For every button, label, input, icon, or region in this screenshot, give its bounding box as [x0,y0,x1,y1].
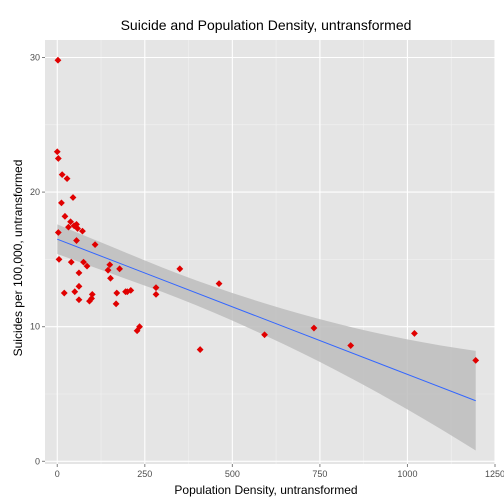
data-point [55,256,63,263]
data-point [79,227,86,235]
x-axis-ticks: 0 250 500 750 1000 1250 [55,464,504,479]
data-point [53,148,61,156]
y-axis-title: Suicides per 100,000, untransformed [11,160,25,357]
x-tick-label: 500 [225,469,240,479]
x-tick-label: 750 [312,469,327,479]
data-point [73,237,80,244]
data-point [83,262,91,270]
data-point [106,261,114,269]
data-point [58,199,65,207]
plot-title: Suicide and Population Density, untransf… [121,17,412,33]
data-point [116,265,123,273]
x-tick-label: 0 [55,469,60,479]
y-tick-label: 20 [30,187,40,197]
data-point [152,284,160,292]
data-point [54,56,62,64]
data-point [310,324,318,332]
data-point [75,296,83,304]
x-axis-title: Population Density, untransformed [174,483,357,497]
data-point [75,282,83,290]
fit-line [57,238,476,402]
y-tick-label: 10 [30,322,40,332]
confidence-band [57,224,476,451]
y-axis-ticks: 0 10 20 30 [30,52,45,466]
data-point [215,280,223,288]
data-point [196,346,204,353]
data-point [86,297,93,305]
data-point [67,258,75,266]
data-point [152,291,160,298]
data-point [63,175,71,183]
data-point [472,356,480,364]
data-point [74,225,81,232]
data-points [53,56,480,364]
data-point [60,289,68,297]
x-tick-label: 1000 [397,469,417,479]
data-point [133,327,141,335]
data-point [61,212,69,220]
data-point [58,171,66,179]
confidence-band-layer [57,224,476,451]
data-point [91,241,99,248]
x-tick-label: 250 [137,469,152,479]
data-point [104,266,112,274]
data-point [112,300,120,308]
data-point [411,330,418,337]
x-tick-label: 1250 [485,469,504,479]
y-tick-label: 0 [35,456,40,466]
data-point [67,218,74,226]
data-point [65,223,72,231]
data-point [107,274,114,282]
data-point [54,229,62,236]
data-point [347,342,355,349]
data-point [75,269,83,277]
gridlines [45,40,496,464]
data-point [80,258,87,266]
data-point [54,155,62,162]
data-point [176,265,184,273]
fit-line-layer [57,238,476,402]
data-point [113,289,121,297]
data-point [261,331,268,339]
data-point [123,288,131,296]
data-point [69,194,77,201]
y-tick-label: 30 [30,52,40,62]
data-point [71,288,79,296]
data-point [73,221,80,228]
